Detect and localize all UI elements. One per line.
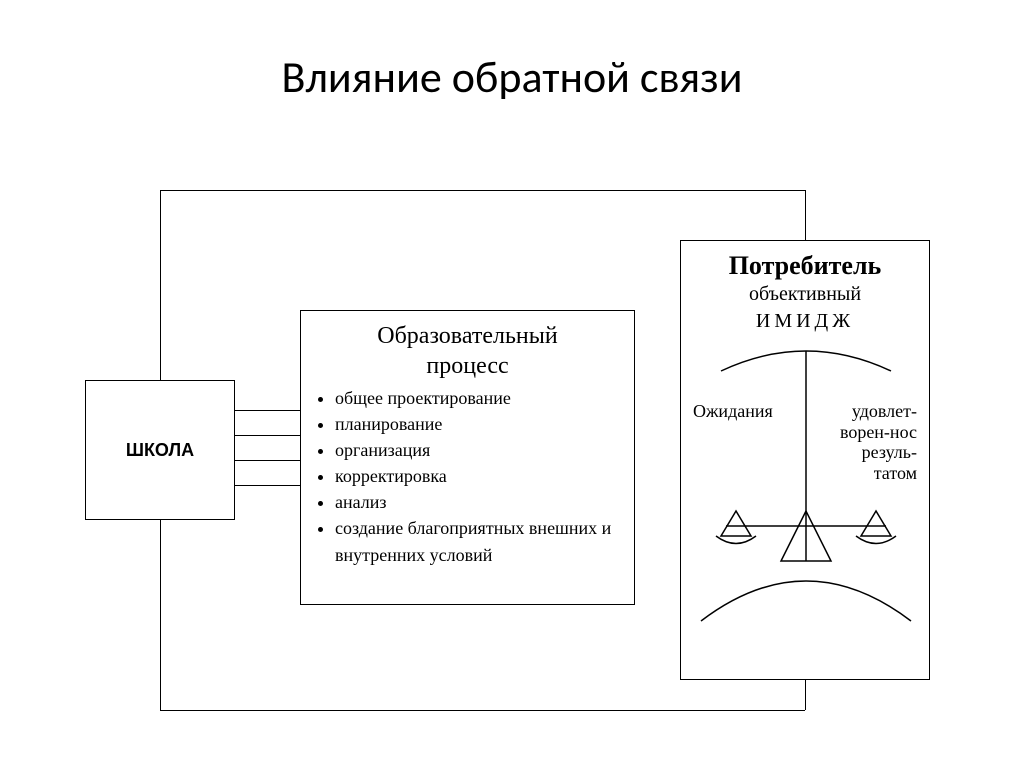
balance-icon (681, 341, 930, 680)
consumer-title: Потребитель (681, 251, 929, 281)
connector-2 (235, 435, 300, 436)
list-item: создание благоприятных внешних и внутрен… (335, 515, 620, 567)
process-title-2: процесс (426, 353, 508, 379)
connector-3 (235, 460, 300, 461)
connector-4 (235, 485, 300, 486)
consumer-word: ИМИДЖ (681, 310, 929, 333)
process-list: общее проектирование планирование органи… (315, 385, 620, 568)
feedback-top-line (160, 190, 805, 191)
list-item: организация (335, 437, 620, 463)
feedback-right-top-line (805, 190, 806, 240)
consumer-subtitle: объективный (681, 283, 929, 306)
list-item: анализ (335, 489, 620, 515)
list-item: корректировка (335, 463, 620, 489)
page-title: Влияние обратной связи (0, 50, 1024, 104)
consumer-box: Потребитель объективный ИМИДЖ Ожидания у… (680, 240, 930, 680)
school-label: ШКОЛА (126, 440, 194, 461)
feedback-left-bottom-line (160, 520, 161, 710)
feedback-bottom-line (160, 710, 805, 711)
process-title-1: Образовательный (377, 323, 557, 349)
list-item: планирование (335, 411, 620, 437)
connector-1 (235, 410, 300, 411)
list-item: общее проектирование (335, 385, 620, 411)
feedback-left-top-line (160, 190, 161, 380)
feedback-right-bottom-line (805, 680, 806, 710)
process-title: Образовательный процесс (315, 321, 620, 381)
school-box: ШКОЛА (85, 380, 235, 520)
slide: Влияние обратной связи ШКОЛА Образовател… (0, 0, 1024, 767)
process-box: Образовательный процесс общее проектиров… (300, 310, 635, 605)
